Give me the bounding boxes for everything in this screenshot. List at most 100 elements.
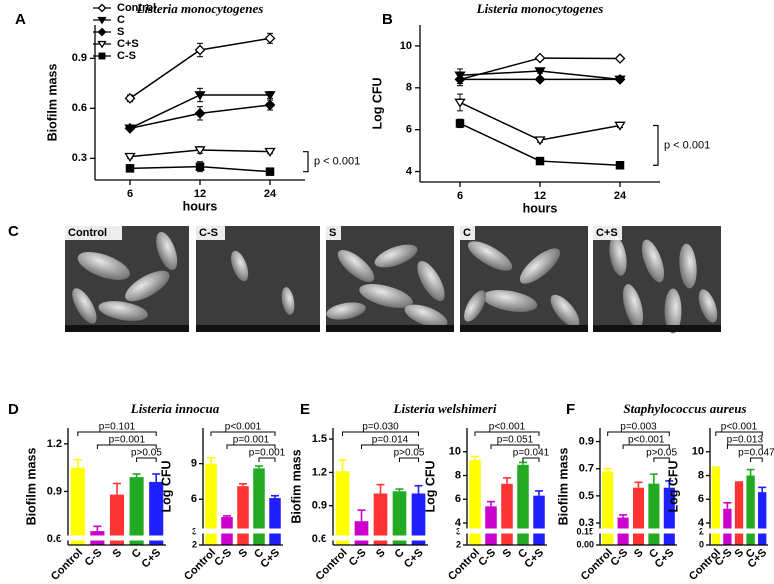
legend-marker xyxy=(97,40,107,49)
marker xyxy=(534,67,546,77)
panel-letter: E xyxy=(300,401,310,418)
bacterium xyxy=(417,261,445,301)
x-tick-label: C-S xyxy=(347,547,369,569)
error-bar xyxy=(395,488,404,492)
bacterium xyxy=(467,241,513,271)
bar xyxy=(711,468,720,545)
marker xyxy=(264,147,276,157)
y-axis-label: Biofilm mass xyxy=(24,448,38,526)
error-bar xyxy=(271,494,279,499)
panel-letter: D xyxy=(8,401,19,418)
bracket xyxy=(474,431,540,436)
scale-strip xyxy=(593,325,721,332)
bar xyxy=(517,464,529,545)
annotation: p=0.051 xyxy=(497,435,534,446)
annotation: p=0.047 xyxy=(738,448,774,459)
marker xyxy=(534,136,546,146)
y-tick-label: 4 xyxy=(406,165,413,177)
bacterium xyxy=(519,248,561,284)
marker xyxy=(534,52,546,64)
marker xyxy=(264,91,276,101)
marker xyxy=(454,98,466,108)
bracket xyxy=(490,444,540,449)
axis-break xyxy=(60,535,168,541)
x-tick-label: S xyxy=(632,547,646,561)
legend-label: C-S xyxy=(117,50,136,62)
marker xyxy=(614,53,626,64)
label-box xyxy=(196,226,225,240)
x-tick-label: C+S xyxy=(258,547,282,571)
scale-strip xyxy=(196,325,320,332)
y-tick-label: 10 xyxy=(449,446,461,458)
bacterium xyxy=(374,244,418,268)
micrograph-label: C+S xyxy=(596,227,618,239)
marker xyxy=(535,156,545,166)
x-tick-label: C+S xyxy=(140,547,164,571)
legend-label: C+S xyxy=(117,38,139,50)
annotation: p=0.001 xyxy=(233,435,270,446)
bar xyxy=(723,508,732,545)
bacterium xyxy=(77,252,130,280)
y-tick-label: 0.6 xyxy=(312,533,327,545)
bracket xyxy=(77,431,157,436)
axis-break xyxy=(325,535,430,541)
error-bar xyxy=(603,467,612,472)
bracket xyxy=(750,457,763,462)
error-bar xyxy=(758,486,767,493)
y-tick-label: 0.6 xyxy=(47,533,62,545)
y-tick-label: 1.2 xyxy=(47,438,62,450)
y-tick-label: 8 xyxy=(455,469,461,481)
annotation: p>0.05 xyxy=(131,448,162,459)
y-tick-label: 3 xyxy=(456,526,461,536)
y-tick-label: 0 xyxy=(699,539,704,549)
y-tick-label: 3 xyxy=(192,526,197,536)
error-bar xyxy=(414,484,423,494)
bracket xyxy=(726,444,763,449)
y-tick-label: 0.00 xyxy=(576,539,594,549)
x-tick-label: Control xyxy=(579,547,615,583)
x-tick-label: S xyxy=(236,547,250,561)
chart-title: Listeria welshimeri xyxy=(393,401,497,416)
error-bar xyxy=(619,514,628,518)
y-tick-label: 9 xyxy=(191,458,197,470)
error-bar xyxy=(649,473,658,484)
micrograph-label: C-S xyxy=(199,227,218,239)
marker xyxy=(124,152,136,162)
y-tick-label: 10 xyxy=(692,446,704,458)
y-axis-label: Log CFU xyxy=(159,460,173,512)
bar xyxy=(70,467,85,545)
y-tick-label: 4 xyxy=(698,517,705,529)
panel-letter: A xyxy=(15,11,26,28)
x-tick-label: C+S xyxy=(402,547,426,571)
y-tick-label: 6 xyxy=(191,493,197,505)
y-tick-label: 0.7 xyxy=(579,463,594,475)
marker xyxy=(195,162,205,171)
bacterium xyxy=(679,243,697,289)
bracket xyxy=(226,444,276,449)
bar xyxy=(354,521,369,545)
error-bar xyxy=(376,483,385,494)
bracket xyxy=(622,444,670,449)
axis-break xyxy=(702,528,770,534)
x-tick-label: S xyxy=(500,547,514,561)
bracket xyxy=(399,457,419,462)
marker xyxy=(264,32,276,44)
y-axis-label: Log CFU xyxy=(423,460,437,512)
bracket xyxy=(715,431,763,436)
marker xyxy=(454,74,466,85)
bracket xyxy=(96,444,157,449)
bacterium xyxy=(156,231,178,271)
bar xyxy=(149,481,164,545)
error-bar xyxy=(73,458,82,468)
error-bar xyxy=(503,477,511,484)
panel-letter: F xyxy=(566,401,575,418)
bracket xyxy=(653,457,670,462)
bar xyxy=(205,463,217,545)
y-axis-label: Log CFU xyxy=(370,77,384,129)
annotation: p<0.001 xyxy=(489,422,526,433)
y-tick-label: 6 xyxy=(455,493,461,505)
marker xyxy=(124,92,136,104)
legend-marker xyxy=(97,3,107,13)
x-tick-label: S xyxy=(110,547,124,561)
